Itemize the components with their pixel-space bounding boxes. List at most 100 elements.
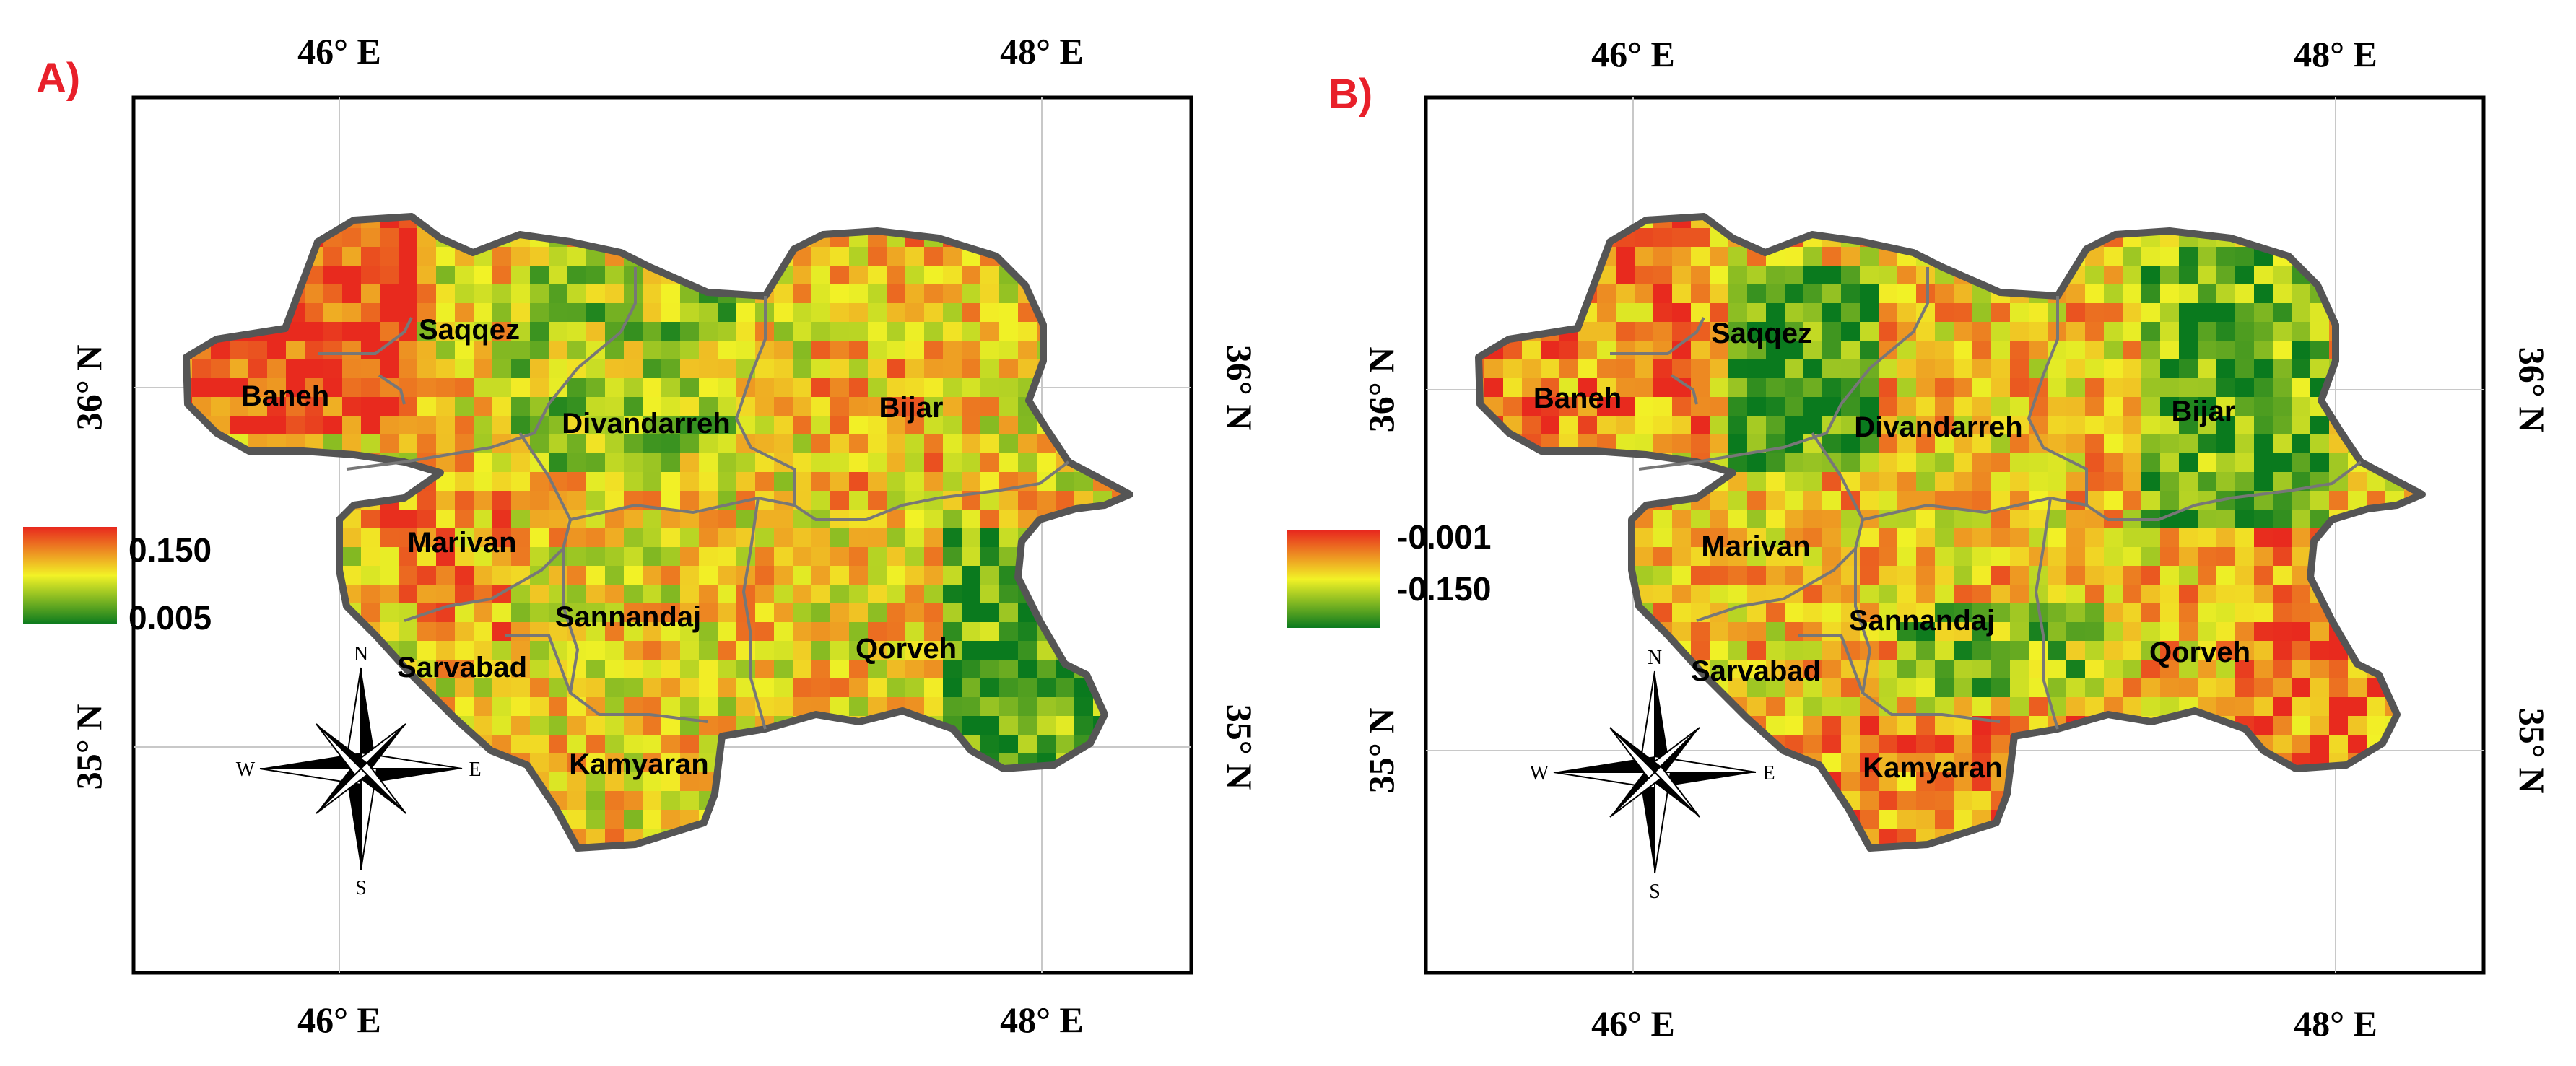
raster-cell — [661, 341, 681, 360]
raster-cell — [2273, 359, 2292, 379]
raster-cell — [530, 641, 549, 660]
raster-cell — [2160, 622, 2180, 642]
panel-label: B) — [1328, 71, 1372, 118]
raster-cell — [2179, 510, 2198, 529]
panel-label: A) — [36, 55, 80, 102]
raster-cell — [2235, 453, 2255, 473]
raster-cell — [211, 397, 230, 416]
raster-cell — [2292, 697, 2311, 717]
raster-cell — [1822, 585, 1842, 604]
raster-cell — [492, 697, 512, 717]
raster-cell — [2216, 453, 2236, 473]
raster-cell — [2273, 397, 2292, 416]
raster-cell — [586, 491, 606, 510]
raster-cell — [1822, 284, 1842, 304]
raster-cell — [492, 359, 512, 379]
raster-cell — [1991, 735, 2011, 754]
raster-cell — [605, 266, 625, 285]
raster-cell — [624, 585, 643, 604]
raster-cell — [605, 510, 625, 529]
raster-cell — [567, 416, 587, 435]
top-tick-46e: 46° E — [1591, 34, 1675, 74]
raster-cell — [417, 510, 437, 529]
raster-cell — [267, 378, 287, 398]
raster-cell — [2216, 622, 2236, 642]
raster-cell — [567, 491, 587, 510]
raster-cell — [680, 660, 700, 679]
raster-cell — [755, 641, 775, 660]
raster-cell — [1691, 622, 1710, 642]
raster-cell — [1597, 341, 1616, 360]
raster-cell — [774, 416, 793, 435]
raster-cell — [1879, 266, 1898, 285]
raster-cell — [2216, 603, 2236, 623]
raster-cell — [474, 341, 493, 360]
raster-cell — [1822, 303, 1842, 323]
raster-cell — [1018, 660, 1037, 679]
raster-cell — [793, 322, 812, 341]
raster-cell — [230, 359, 249, 379]
raster-cell — [1972, 322, 1992, 341]
raster-cell — [1822, 547, 1842, 567]
raster-cell — [830, 547, 850, 567]
raster-cell — [999, 341, 1019, 360]
raster-cell — [2085, 266, 2105, 285]
county-boundary — [1798, 634, 1864, 694]
raster-cell — [2104, 378, 2123, 398]
raster-cell — [2085, 341, 2105, 360]
raster-cell — [887, 266, 906, 285]
raster-cell — [624, 603, 643, 623]
raster-cell — [1991, 378, 2011, 398]
raster-cell — [999, 510, 1019, 529]
raster-cell — [549, 284, 568, 304]
raster-cell — [2104, 660, 2123, 679]
raster-cell — [511, 453, 531, 473]
raster-cell — [943, 416, 962, 435]
raster-cell — [417, 322, 437, 341]
raster-cell — [2010, 416, 2029, 435]
raster-cell — [1672, 566, 1692, 585]
raster-cell — [2235, 359, 2255, 379]
raster-cell — [1728, 660, 1748, 679]
raster-cell — [1728, 359, 1748, 379]
raster-cell — [2254, 341, 2273, 360]
raster-cell — [267, 416, 287, 435]
raster-cell — [774, 585, 793, 604]
raster-cell — [1728, 303, 1748, 323]
raster-cell — [2010, 303, 2029, 323]
raster-cell — [2198, 510, 2217, 529]
raster-cell — [999, 585, 1019, 604]
raster-cell — [661, 416, 681, 435]
raster-cell — [1691, 547, 1710, 567]
raster-cell — [1635, 284, 1654, 304]
raster-cell — [530, 697, 549, 717]
raster-cell — [643, 547, 662, 567]
raster-cell — [511, 397, 531, 416]
raster-cell — [2216, 247, 2236, 266]
raster-cell — [755, 359, 775, 379]
raster-cell — [1653, 228, 1673, 248]
raster-cell — [605, 810, 625, 829]
raster-cell — [1672, 266, 1692, 285]
raster-cell — [2066, 397, 2086, 416]
raster-cell — [905, 434, 925, 454]
raster-cell — [1860, 303, 1879, 323]
raster-cell — [1954, 735, 1973, 754]
raster-cell — [887, 510, 906, 529]
raster-cell — [1541, 359, 1560, 379]
raster-cell — [1972, 378, 1992, 398]
raster-cell — [474, 528, 493, 548]
raster-cell — [1037, 735, 1056, 754]
raster-cell — [1803, 266, 1823, 285]
raster-cell — [2010, 603, 2029, 623]
raster-cell — [943, 397, 962, 416]
raster-cell — [1841, 510, 1861, 529]
raster-cell — [1018, 472, 1037, 492]
raster-cell — [492, 547, 512, 567]
raster-cell — [2216, 397, 2236, 416]
raster-cell — [2329, 735, 2349, 754]
raster-cell — [1860, 322, 1879, 341]
raster-cell — [1728, 510, 1748, 529]
raster-cell — [1672, 547, 1692, 567]
raster-cell — [492, 491, 512, 510]
